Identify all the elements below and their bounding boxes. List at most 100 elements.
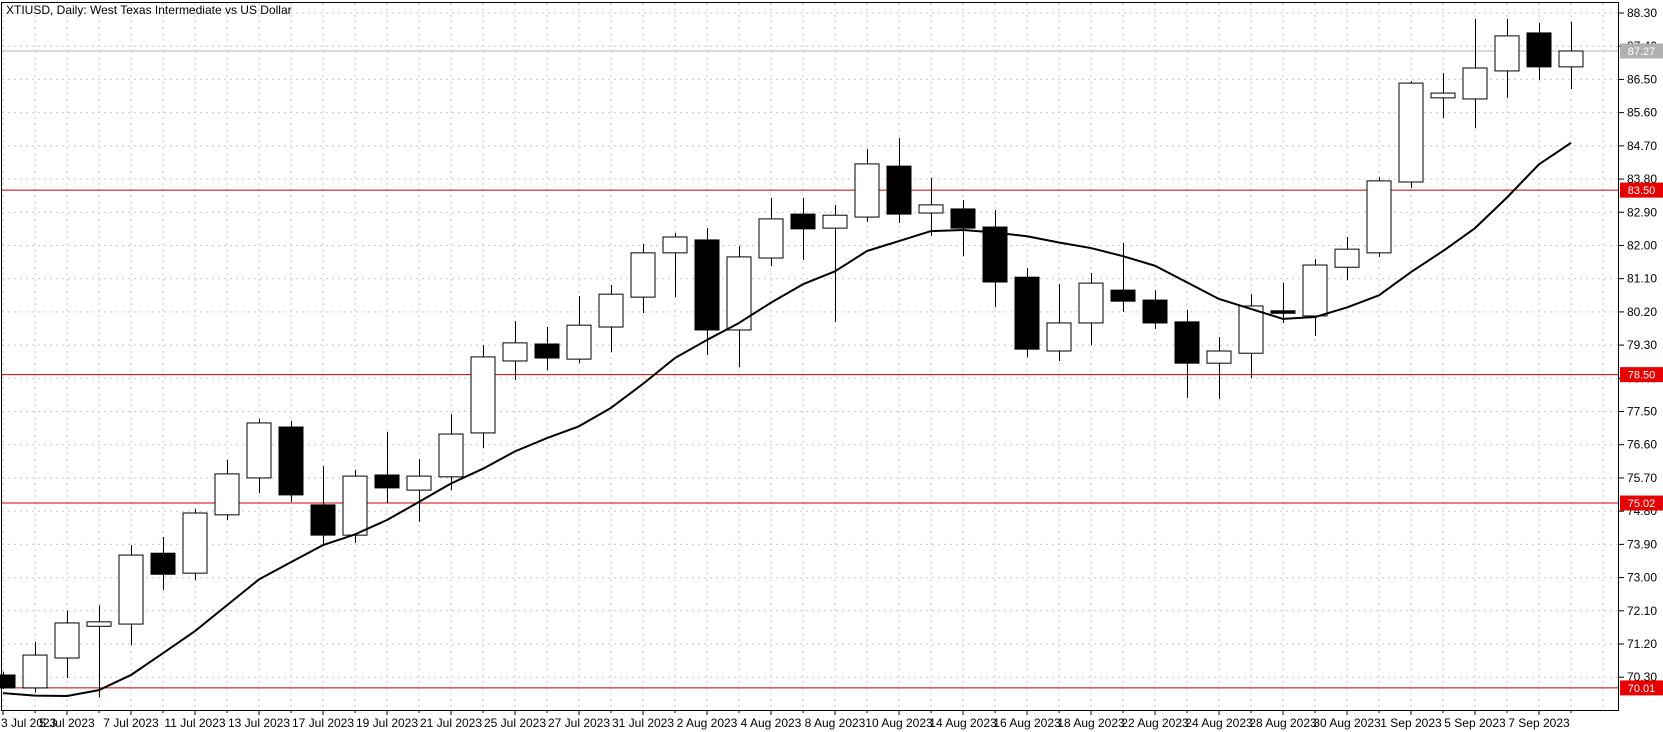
level-badge	[1620, 680, 1663, 696]
candle	[1302, 264, 1328, 317]
candle	[950, 208, 976, 229]
date-label: 13 Jul 2023	[228, 716, 290, 730]
candle	[1462, 67, 1488, 100]
chart-title: XTIUSD, Daily: West Texas Intermediate v…	[6, 3, 292, 17]
date-label: 7 Jul 2023	[103, 716, 159, 730]
candle	[0, 674, 16, 689]
level-badge	[1620, 495, 1663, 511]
candle	[1494, 35, 1520, 72]
price-axis-label: 71.20	[1627, 637, 1657, 651]
candle	[1142, 299, 1168, 324]
candle	[54, 622, 80, 659]
price-axis-label: 86.50	[1627, 72, 1657, 86]
date-label: 21 Jul 2023	[420, 716, 482, 730]
price-axis-label: 82.00	[1627, 238, 1657, 252]
candle	[1174, 321, 1200, 364]
level-badge-label: 83.50	[1628, 185, 1656, 197]
date-label: 14 Aug 2023	[929, 716, 997, 730]
date-label: 1 Sep 2023	[1380, 716, 1442, 730]
price-axis-label: 85.60	[1627, 106, 1657, 120]
date-label: 31 Jul 2023	[612, 716, 674, 730]
candle	[1334, 248, 1360, 268]
candle	[662, 236, 688, 254]
candle	[470, 356, 496, 434]
date-label: 5 Sep 2023	[1444, 716, 1506, 730]
candle	[982, 226, 1008, 283]
candle	[118, 554, 144, 625]
candle	[214, 473, 240, 516]
date-label: 19 Jul 2023	[356, 716, 418, 730]
candle	[1398, 82, 1424, 183]
date-label: 22 Aug 2023	[1121, 716, 1189, 730]
ma-line	[2, 142, 1572, 698]
price-axis-label: 75.70	[1627, 471, 1657, 485]
candle	[886, 165, 912, 215]
date-label: 30 Aug 2023	[1313, 716, 1381, 730]
candle	[822, 214, 848, 229]
candle	[726, 256, 752, 331]
price-axis-label: 79.30	[1627, 338, 1657, 352]
date-label: 4 Aug 2023	[741, 716, 802, 730]
candle	[1430, 92, 1456, 99]
candle	[694, 239, 720, 331]
current-price-label: 87.27	[1628, 46, 1656, 58]
candle	[1526, 32, 1552, 68]
price-axis-label: 81.10	[1627, 272, 1657, 286]
level-badge	[1620, 367, 1663, 383]
candle	[86, 621, 112, 627]
candle	[790, 213, 816, 230]
date-label: 10 Aug 2023	[865, 716, 933, 730]
price-axis-label: 84.70	[1627, 139, 1657, 153]
date-label: 17 Jul 2023	[292, 716, 354, 730]
price-axis-label: 82.90	[1627, 205, 1657, 219]
candle	[918, 204, 944, 214]
price-axis-label: 76.60	[1627, 438, 1657, 452]
candle	[1078, 282, 1104, 324]
candle	[1270, 310, 1296, 314]
price-axis-label: 73.00	[1627, 571, 1657, 585]
price-axis-label: 73.90	[1627, 537, 1657, 551]
candle	[758, 218, 784, 259]
price-axis-label: 77.50	[1627, 405, 1657, 419]
date-label: 18 Aug 2023	[1057, 716, 1125, 730]
candle	[438, 433, 464, 478]
candle	[1206, 350, 1232, 364]
date-label: 2 Aug 2023	[677, 716, 738, 730]
date-label: 5 Jul 2023	[39, 716, 95, 730]
plot-border	[1, 2, 1619, 711]
date-label: 16 Aug 2023	[993, 716, 1061, 730]
candle	[1558, 50, 1584, 68]
candle	[1014, 276, 1040, 350]
candle	[1238, 305, 1264, 354]
date-label: 11 Jul 2023	[164, 716, 225, 730]
date-label: 27 Jul 2023	[548, 716, 610, 730]
candle	[22, 654, 48, 689]
level-badge-label: 78.50	[1628, 370, 1656, 382]
candle	[854, 163, 880, 218]
date-label: 25 Jul 2023	[484, 716, 546, 730]
candle	[278, 426, 304, 496]
candle	[374, 474, 400, 489]
level-badge-label: 75.02	[1628, 498, 1656, 510]
price-axis-label: 88.30	[1627, 6, 1657, 20]
candle	[1366, 180, 1392, 254]
price-axis-label: 83.80	[1627, 172, 1657, 186]
candle	[182, 512, 208, 574]
candle	[310, 504, 336, 536]
candle	[150, 552, 176, 575]
level-badge	[1620, 182, 1663, 198]
candle	[246, 422, 272, 479]
date-label: 8 Aug 2023	[805, 716, 866, 730]
price-axis-label: 72.10	[1627, 604, 1657, 618]
date-label: 7 Sep 2023	[1508, 716, 1570, 730]
candle	[1110, 289, 1136, 302]
candle	[1046, 322, 1072, 352]
candle	[566, 324, 592, 360]
level-badge-label: 70.01	[1628, 683, 1656, 695]
candle	[598, 293, 624, 328]
candle	[342, 475, 368, 536]
date-label: 3 Jul 2023	[1, 716, 57, 730]
